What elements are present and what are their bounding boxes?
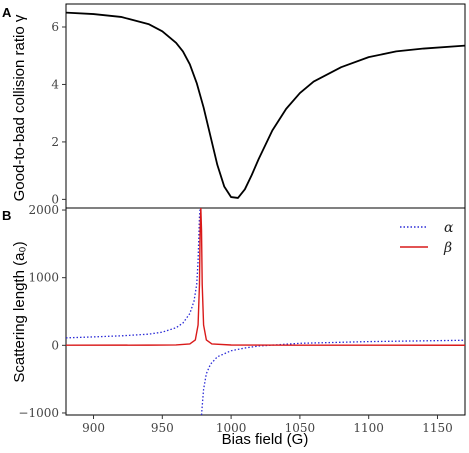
panel-a-gamma-line [66,11,465,199]
panel-a-yticks: 0 2 4 6 [51,20,66,206]
panel-b-ytick-label: 0 [51,338,59,352]
legend-beta-label: β [443,240,452,256]
panel-a-frame [65,3,466,209]
x-tick-label: 950 [151,421,174,435]
panel-a-ytick-label: 6 [51,20,59,34]
panel-a-ytick-label: 2 [51,135,59,149]
alpha-series-branch-right [200,339,465,415]
x-axis-label: Bias field (G) [222,431,309,448]
panel-a-ytick-label: 0 [51,192,59,206]
x-tick-label: 1100 [353,421,384,435]
panel-b-ylabel: Scattering length (a₀) [11,241,28,382]
panel-a-ytick-label: 4 [51,77,59,91]
x-tick-label: 1050 [285,421,316,435]
panel-b-frame [65,207,466,416]
x-tick-label: 900 [82,421,105,435]
alpha-series-branch-left [66,208,201,339]
panel-b-yticks: −1000 0 1000 2000 [18,203,66,420]
beta-series-line [66,208,465,346]
panel-b-ytick-label: 2000 [28,203,59,217]
panel-a-series [66,11,465,199]
panel-b-ytick-label: −1000 [18,406,59,420]
panel-b-label: B [2,208,11,223]
panel-b-series [66,208,465,415]
panel-b-ytick-label: 1000 [28,271,59,285]
x-ticks: 900 950 1000 1050 1100 1150 [82,415,453,435]
panel-a-label: A [2,5,12,20]
panel-a-ylabel: Good-to-bad collision ratio γ [11,14,28,201]
x-tick-label: 1000 [216,421,247,435]
legend: α β [400,220,454,256]
legend-alpha-label: α [444,220,454,236]
x-tick-label: 1150 [422,421,453,435]
